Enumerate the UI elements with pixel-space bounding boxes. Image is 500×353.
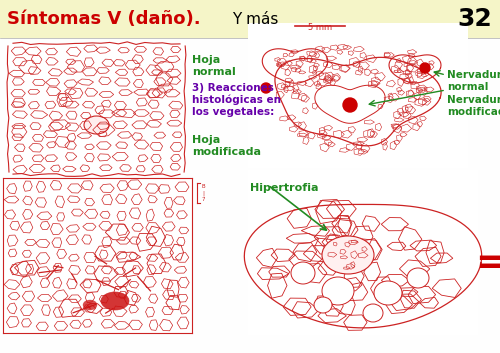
Ellipse shape (407, 268, 429, 288)
Ellipse shape (291, 262, 315, 284)
Circle shape (420, 63, 430, 73)
Text: =: = (475, 246, 500, 280)
Text: Nervadura
normal: Nervadura normal (447, 70, 500, 91)
Text: Nervadura
modificada: Nervadura modificada (447, 95, 500, 116)
Text: 3) Reacciones
histológicas en
los vegetales:: 3) Reacciones histológicas en los vegeta… (192, 83, 281, 117)
Ellipse shape (363, 304, 383, 322)
Bar (0, 0, 500, 38)
Polygon shape (262, 49, 328, 83)
Polygon shape (389, 55, 441, 83)
Text: 5 mm: 5 mm (308, 23, 332, 32)
Bar (248, 170, 478, 335)
Bar (3, 178, 192, 333)
Ellipse shape (101, 292, 129, 310)
Ellipse shape (84, 116, 109, 134)
Polygon shape (315, 85, 385, 123)
Text: B
|
7: B | 7 (202, 185, 205, 202)
Ellipse shape (314, 297, 332, 313)
Bar (248, 23, 468, 168)
Bar (8, 43, 185, 175)
Text: Hipertrofia: Hipertrofia (250, 183, 318, 193)
Text: Hoja
normal: Hoja normal (192, 55, 236, 77)
Text: 32: 32 (457, 7, 492, 31)
Ellipse shape (374, 281, 402, 305)
Text: Hoja
modificada: Hoja modificada (192, 135, 261, 157)
Polygon shape (244, 204, 482, 328)
Text: Síntomas V (daño).: Síntomas V (daño). (7, 10, 200, 28)
Ellipse shape (83, 300, 97, 310)
Ellipse shape (322, 277, 354, 305)
Polygon shape (275, 57, 441, 146)
Text: Y más: Y más (232, 12, 278, 26)
Bar (0, 38, 500, 353)
Circle shape (343, 98, 357, 112)
Ellipse shape (322, 236, 374, 274)
Circle shape (261, 83, 271, 93)
